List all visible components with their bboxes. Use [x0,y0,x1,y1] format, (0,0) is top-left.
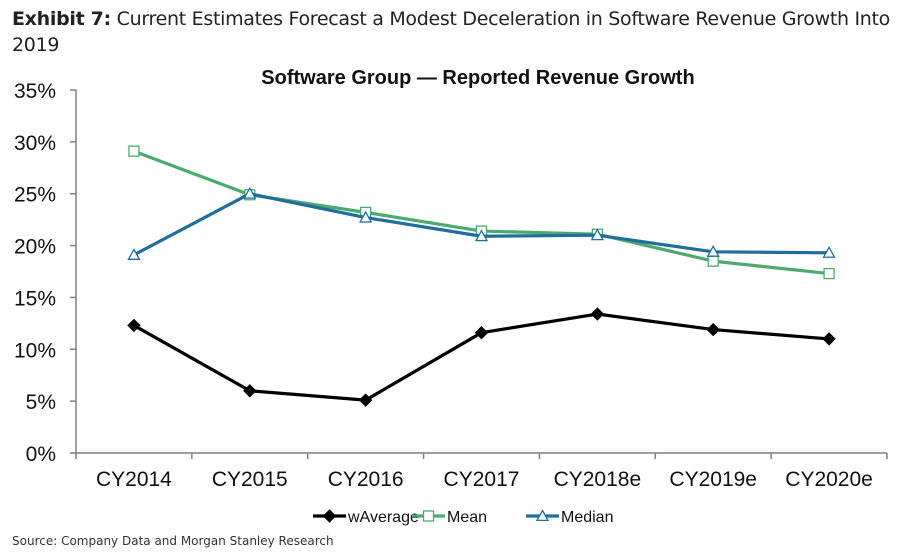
y-tick-label: 15% [14,287,56,310]
data-point-mean [823,267,835,280]
series-line-mean [133,149,830,276]
exhibit-heading: Exhibit 7: Current Estimates Forecast a … [12,6,902,58]
y-tick-label: 25% [14,184,56,207]
series-mean [128,145,835,280]
data-point-mean [128,145,140,157]
y-tick-label: 0% [26,443,56,466]
series-waverage [127,307,836,407]
x-tick-label: CY2017 [444,468,520,491]
x-tick-label: CY2015 [212,468,288,491]
y-tick-label: 10% [14,339,56,362]
series-layer [127,145,836,407]
exhibit-label: Exhibit 7: [12,8,111,30]
data-point-waverage [127,318,141,333]
data-point-waverage [822,332,836,346]
y-tick-label: 35% [14,80,56,103]
y-tick-label: 20% [14,236,56,259]
legend-label: Median [561,509,613,526]
data-point-mean [707,255,719,267]
x-tick-label: CY2014 [96,468,172,491]
data-point-median [127,248,141,260]
data-point-median [706,244,720,257]
data-point-waverage [474,325,489,340]
x-tick-label: CY2020e [785,468,873,491]
legend: wAverage Mean Median [313,509,613,526]
y-tick-label: 30% [14,132,56,155]
x-tick-label: CY2018e [554,468,642,491]
data-point-median [474,229,489,242]
legend-item-mean: Mean [412,509,487,526]
legend-marker-square-icon [422,510,435,522]
data-point-waverage [358,393,373,407]
data-point-median [359,210,373,223]
legend-marker-diamond-icon [322,509,337,523]
legend-label: wAverage [347,509,419,526]
y-tick-label: 5% [26,391,56,414]
series-median [127,186,836,260]
source-note: Source: Company Data and Morgan Stanley … [12,534,334,548]
data-point-median [590,228,604,241]
data-point-waverage [590,307,605,321]
exhibit-title: Current Estimates Forecast a Modest Dece… [12,8,890,56]
axes: 0% 5% 10% 15% 20% 25% 30% 35% CY2014 CY2015 CY2016… [14,80,888,491]
legend-item-waverage: wAverage [313,509,419,526]
legend-item-median: Median [526,509,613,526]
x-tick-label: CY2019e [669,468,757,491]
x-tick-label: CY2016 [328,468,404,491]
data-point-median [822,245,836,258]
legend-label: Mean [447,509,487,526]
chart-title: Software Group — Reported Revenue Growth [261,67,694,89]
data-point-waverage [706,322,720,337]
legend-marker-triangle-icon [535,509,550,522]
data-point-waverage [243,384,257,398]
series-line-median [133,192,830,257]
data-point-median [243,186,257,199]
